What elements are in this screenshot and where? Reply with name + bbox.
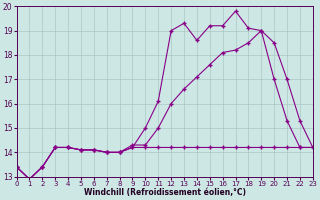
X-axis label: Windchill (Refroidissement éolien,°C): Windchill (Refroidissement éolien,°C) (84, 188, 246, 197)
